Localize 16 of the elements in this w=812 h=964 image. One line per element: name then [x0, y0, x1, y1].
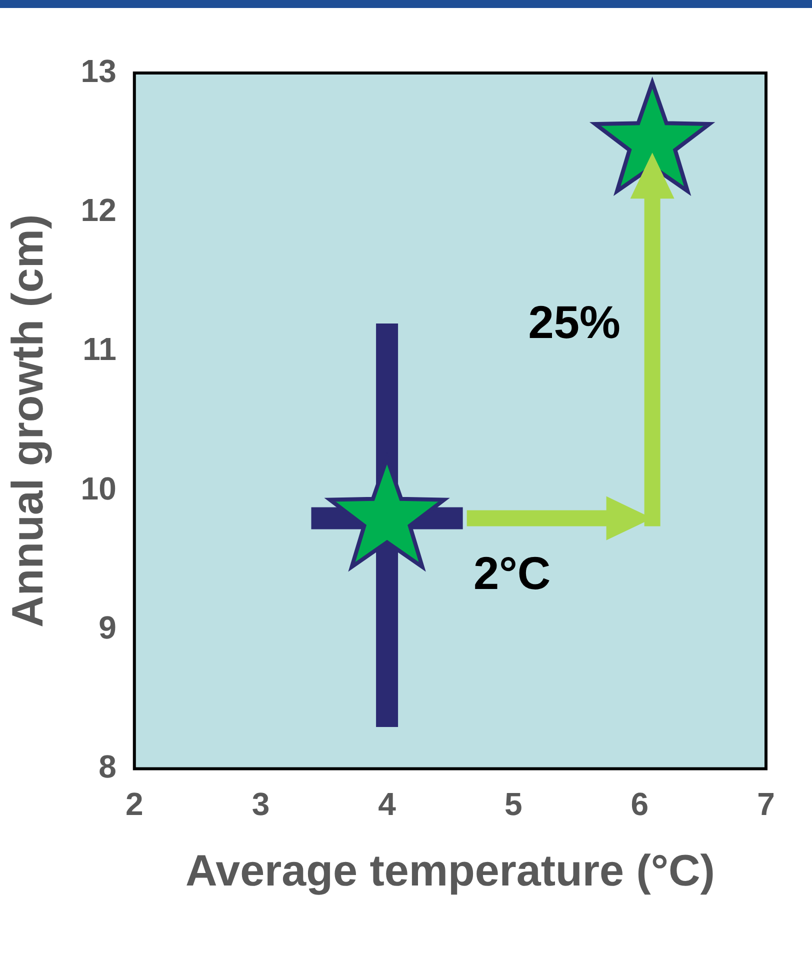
x-tick-label: 7	[757, 786, 775, 822]
y-tick-label: 9	[98, 609, 116, 646]
x-tick-label: 2	[125, 786, 144, 822]
y-tick-label: 12	[80, 192, 116, 228]
annotation: 2°C	[473, 547, 551, 599]
y-tick-label: 10	[80, 470, 116, 506]
annotation: 25%	[528, 296, 620, 348]
y-axis-title: Annual growth (cm)	[4, 214, 53, 628]
x-tick-label: 4	[378, 786, 396, 822]
x-tick-label: 5	[504, 786, 522, 822]
y-tick-label: 11	[82, 331, 116, 368]
x-axis-title: Average temperature (°C)	[185, 846, 715, 896]
y-tick-label: 8	[98, 748, 116, 785]
x-tick-label: 6	[630, 786, 649, 822]
x-tick-label: 3	[252, 786, 270, 822]
y-tick-label: 13	[80, 52, 116, 89]
